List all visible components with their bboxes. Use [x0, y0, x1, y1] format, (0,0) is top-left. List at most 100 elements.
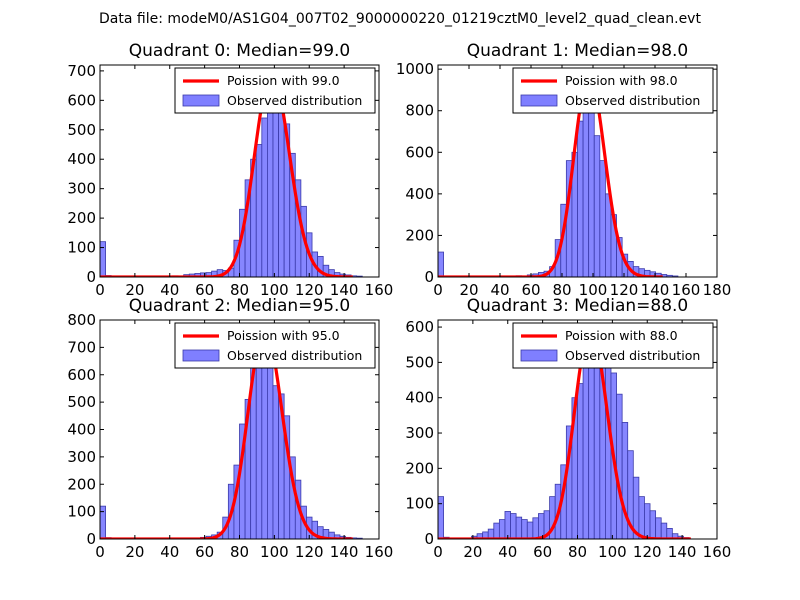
x-tick-label: 120 [295, 281, 324, 299]
subplot-q1: 0 20 40 60 80 100 120 140 160 180 0 200 400 600 800 100… [396, 41, 732, 299]
x-tick-label: 40 [160, 281, 179, 299]
histogram-bars [99, 330, 363, 540]
poisson-curve [438, 73, 663, 277]
histogram-bar [437, 251, 444, 278]
y-tick-label: 300 [67, 180, 96, 198]
x-tick-label: 120 [295, 543, 324, 561]
x-tick-label: 60 [195, 281, 214, 299]
y-tick-label: 400 [405, 185, 434, 203]
y-tick-label: 600 [67, 366, 96, 384]
x-tick-label: 180 [703, 281, 732, 299]
y-tick-label: 300 [67, 448, 96, 466]
subplot-title: Quadrant 1: Median=98.0 [467, 41, 689, 61]
legend-label-poisson: Poission with 99.0 [227, 73, 340, 88]
x-tick-label: 140 [641, 281, 670, 299]
y-tick-label: 0 [86, 268, 96, 286]
x-tick-label: 40 [160, 543, 179, 561]
histogram-bar [655, 517, 662, 540]
x-tick-label: 0 [95, 281, 105, 299]
x-tick-label: 100 [260, 543, 289, 561]
y-tick-label: 0 [424, 530, 434, 548]
legend: Poission with 95.0 Observed distribution [174, 322, 376, 369]
histogram-bar [437, 496, 444, 540]
x-tick-label: 120 [610, 281, 639, 299]
x-tick-label: 100 [579, 281, 608, 299]
x-tick-label: 20 [463, 543, 482, 561]
legend: Poission with 88.0 Observed distribution [512, 322, 714, 369]
x-tick-label: 100 [598, 543, 627, 561]
x-tick-label: 0 [433, 543, 443, 561]
histogram-bar [582, 97, 590, 278]
y-tick-label: 0 [86, 530, 96, 548]
histogram-bar [588, 340, 595, 540]
poisson-curve [100, 327, 353, 539]
histogram-bar [638, 496, 645, 540]
histogram-bar [266, 363, 274, 540]
histogram-bar [504, 511, 511, 540]
x-tick-label: 80 [230, 543, 249, 561]
histogram-bar [498, 519, 506, 540]
subplot-title: Quadrant 0: Median=99.0 [129, 41, 351, 61]
histogram-bar [644, 503, 651, 540]
subplot-title: Quadrant 3: Median=88.0 [467, 296, 689, 316]
histogram-bar [272, 385, 279, 540]
x-tick-label: 60 [521, 281, 540, 299]
histogram-bar [532, 517, 539, 540]
histogram-bar [278, 99, 285, 278]
x-tick-label: 20 [125, 543, 144, 561]
x-tick-label: 80 [568, 543, 587, 561]
x-tick-label: 60 [533, 543, 552, 561]
subplot-q0: 0 20 40 60 80 100 120 140 160 0 100 200 300 400 500 600… [67, 41, 393, 299]
axes-frame [437, 64, 718, 278]
y-tick-label: 0 [424, 268, 434, 286]
y-tick-label: 400 [67, 421, 96, 439]
y-tick-label: 200 [67, 209, 96, 227]
y-tick-label: 700 [67, 62, 96, 80]
legend-patch-swatch [520, 349, 558, 362]
x-tick-label: 120 [633, 543, 662, 561]
y-tick-label: 100 [67, 503, 96, 521]
y-tick-label: 500 [67, 393, 96, 411]
x-tick-label: 160 [365, 543, 394, 561]
y-tick-label: 1000 [396, 60, 434, 78]
x-tick-label: 60 [195, 543, 214, 561]
legend: Poission with 98.0 Observed distribution [512, 67, 714, 114]
x-tick-label: 140 [668, 543, 697, 561]
histogram-bar [538, 513, 545, 540]
x-tick-label: 0 [433, 281, 443, 299]
x-tick-label: 140 [330, 281, 359, 299]
y-tick-label: 400 [405, 389, 434, 407]
histogram-bar [605, 193, 612, 278]
y-tick-label: 200 [405, 226, 434, 244]
legend-label-poisson: Poission with 88.0 [565, 328, 678, 343]
x-tick-label: 0 [95, 543, 105, 561]
legend-patch-swatch [182, 94, 220, 107]
x-tick-label: 160 [703, 543, 732, 561]
y-tick-label: 600 [405, 318, 434, 336]
subplot-q3: 0 20 40 60 80 100 120 140 160 0 100 200 300 400 500 600… [405, 296, 731, 561]
poisson-curve [438, 327, 691, 539]
histogram-bar [521, 519, 528, 540]
legend-patch-swatch [520, 94, 558, 107]
x-tick-label: 160 [672, 281, 701, 299]
legend: Poission with 99.0 Observed distribution [174, 67, 376, 114]
legend-label-observed: Observed distribution [565, 348, 700, 363]
y-tick-label: 100 [405, 495, 434, 513]
y-tick-label: 200 [67, 475, 96, 493]
histogram-bar [582, 358, 590, 540]
histogram-bar [510, 513, 517, 540]
histogram-bar [577, 120, 584, 278]
histogram-bar [599, 160, 606, 278]
x-tick-label: 40 [490, 281, 509, 299]
subplot-title: Quadrant 2: Median=95.0 [129, 296, 351, 316]
figure-suptitle: Data file: modeM0/AS1G04_007T02_90000002… [99, 11, 701, 27]
legend-label-poisson: Poission with 95.0 [227, 328, 340, 343]
x-tick-label: 140 [330, 543, 359, 561]
subplot-grid: 0 20 40 60 80 100 120 140 1600100200300400500600… [67, 41, 731, 561]
y-tick-label: 700 [67, 338, 96, 356]
histogram-bar [99, 505, 106, 540]
histogram-bar [493, 522, 500, 540]
y-tick-label: 800 [405, 102, 434, 120]
y-tick-label: 500 [405, 353, 434, 371]
subplot-q2: 0 20 40 60 80 100 120 140 160 0 100 200 300 400 500 600… [67, 296, 393, 561]
